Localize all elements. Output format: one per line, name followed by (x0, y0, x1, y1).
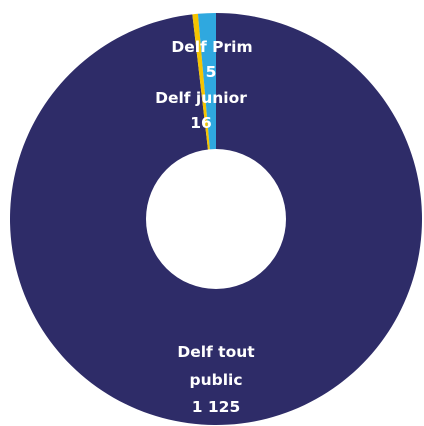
label-delf-junior: Delf junior 16 (155, 89, 247, 132)
label-delf-prim: Delf Prim 5 (171, 38, 252, 81)
slice-value-delf-junior: 16 (190, 114, 212, 132)
donut-hole (146, 149, 286, 289)
slice-value-delf-tout-public: 1 125 (192, 398, 241, 416)
slice-label-delf-prim: Delf Prim (171, 38, 252, 56)
slice-value-delf-prim: 5 (206, 63, 217, 81)
slice-label-delf-tout-public-line2: public (189, 371, 242, 389)
slice-label-delf-junior: Delf junior (155, 89, 247, 107)
slice-label-delf-tout-public-line1: Delf tout (177, 343, 255, 361)
label-delf-tout-public: Delf tout public 1 125 (177, 343, 255, 416)
